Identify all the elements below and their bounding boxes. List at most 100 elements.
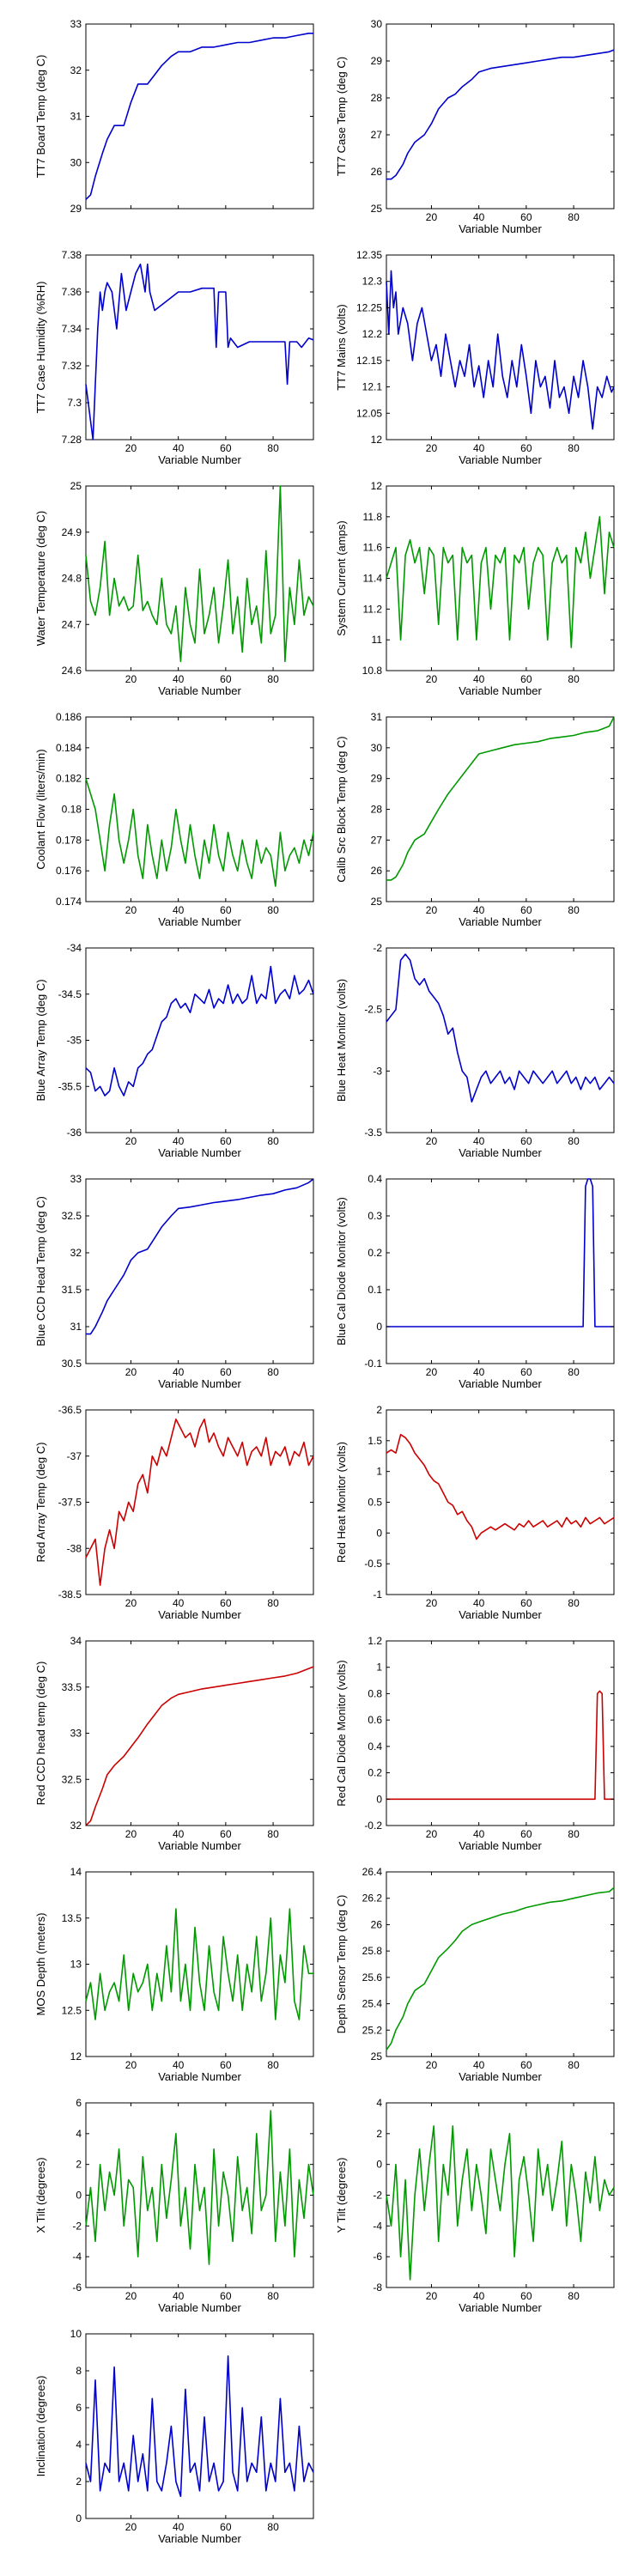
y-tick-label: -0.1	[364, 1358, 382, 1370]
chart-9: -36 -35.5 -35 -34.5 -34 20 40 60 80 Variable Numb…	[34, 942, 314, 1159]
y-tick-label: -38.5	[58, 1589, 82, 1601]
y-axis-label: Blue Cal Diode Monitor (volts)	[335, 1197, 348, 1346]
x-axis-label: Variable Number	[459, 1608, 542, 1621]
x-tick-label: 60	[520, 2290, 532, 2302]
y-tick-label: 26.4	[362, 1866, 383, 1878]
x-axis-label: Variable Number	[158, 2070, 241, 2083]
x-tick-label: 20	[426, 2290, 438, 2302]
plot-frame	[85, 1640, 314, 1826]
y-tick-label: 6	[76, 2097, 82, 2109]
plot-frame	[386, 1178, 615, 1364]
chart-8: 25 26 27 28 29 30 31 20 40 60 80 Variable Number Cal…	[335, 711, 615, 928]
x-tick-label: 20	[125, 673, 137, 685]
y-tick-label: 24.9	[62, 526, 82, 538]
y-tick-label: 31.5	[62, 1284, 82, 1296]
x-tick-label: 20	[426, 673, 438, 685]
y-tick-label: -4	[373, 2220, 382, 2232]
x-axis-label: Variable Number	[158, 1146, 241, 1159]
x-tick-label: 20	[426, 1597, 438, 1609]
x-tick-label: 60	[220, 1597, 232, 1609]
y-tick-label: 34	[70, 1635, 82, 1647]
x-tick-label: 20	[426, 1366, 438, 1378]
y-tick-label: -8	[373, 2281, 382, 2293]
series-line-1	[386, 953, 615, 1103]
x-tick-label: 20	[426, 1828, 438, 1840]
x-tick-label: 40	[473, 904, 485, 916]
chart-13: -38.5 -38 -37.5 -37 -36.5 20 40 60 80 Variable Nu…	[34, 1404, 314, 1621]
x-tick-label: 60	[220, 904, 232, 916]
y-tick-label: 12.35	[356, 249, 382, 261]
y-axis-label: Depth Sensor Temp (deg C)	[335, 1895, 348, 2034]
y-tick-label: 0	[376, 1321, 382, 1333]
y-tick-label: 25.8	[362, 1945, 383, 1957]
y-axis-label: TT7 Case Humidity (%RH)	[34, 282, 47, 414]
chart-18: 25 25.2 25.4 25.6 25.8 26 26.2 26.4 20 40 60 80 Vari…	[335, 1866, 615, 2083]
y-tick-label: 25.2	[362, 2024, 383, 2036]
y-axis-label: Red Array Temp (deg C)	[34, 1443, 47, 1563]
y-tick-label: -34	[67, 942, 82, 954]
series-line-1	[386, 515, 615, 648]
y-tick-label: 11	[372, 634, 383, 646]
chart-1: 29 30 31 32 33 TT7 Board Temp (deg C)	[34, 18, 314, 215]
x-tick-label: 60	[520, 2059, 532, 2071]
y-tick-label: 2	[76, 2476, 82, 2488]
chart-11: 30.5 31 31.5 32 32.5 33 20 40 60 80 Variable Numbe…	[34, 1173, 314, 1390]
y-tick-label: 29	[371, 55, 383, 67]
plot-frame	[85, 1871, 314, 2057]
y-tick-label: 7.34	[62, 323, 82, 335]
x-tick-label: 20	[426, 211, 438, 223]
plot-frame	[85, 716, 314, 902]
x-tick-label: 40	[173, 1828, 185, 1840]
y-axis-label: Calib Src Block Temp (deg C)	[335, 736, 348, 882]
y-tick-label: 30	[371, 742, 383, 754]
y-tick-label: 32	[70, 1820, 82, 1832]
y-tick-label: 0.18	[62, 804, 82, 816]
series-line-1	[85, 778, 314, 887]
y-tick-label: 13	[70, 1959, 82, 1971]
x-tick-label: 40	[473, 2290, 485, 2302]
y-tick-label: 30.5	[62, 1358, 82, 1370]
y-tick-label: 26	[371, 166, 383, 178]
series-line-1	[386, 1886, 615, 2050]
x-tick-label: 40	[473, 1828, 485, 1840]
x-tick-label: 80	[568, 442, 580, 454]
plot-frame	[386, 23, 615, 210]
y-tick-label: 25.6	[362, 1971, 383, 1984]
x-tick-label: 40	[473, 442, 485, 454]
chart-2: 25 26 27 28 29 30 20 40 60 80 Variable Number TT7 C…	[335, 18, 615, 235]
chart-10: -3.5 -3 -2.5 -2 20 40 60 80 Variable Number Blue …	[335, 942, 615, 1159]
y-tick-label: 7.28	[62, 434, 82, 446]
x-axis-label: Variable Number	[158, 2301, 241, 2314]
y-tick-label: 0	[376, 1527, 382, 1539]
x-tick-label: 20	[125, 904, 137, 916]
y-tick-label: 0.4	[368, 1741, 382, 1753]
chart-4: 12 12.05 12.1 12.15 12.2 12.25 12.3 12.35 20 40 60…	[335, 249, 615, 466]
y-tick-label: 8	[76, 2365, 82, 2377]
y-tick-label: -36.5	[58, 1404, 82, 1416]
y-tick-label: 10	[70, 2328, 82, 2340]
y-tick-label: 7.36	[62, 286, 82, 298]
y-tick-label: 25	[371, 896, 383, 908]
y-tick-label: 32	[70, 1247, 82, 1259]
x-tick-label: 40	[173, 2290, 185, 2302]
y-tick-label: 32.5	[62, 1210, 82, 1222]
series-line-1	[85, 32, 313, 200]
series-line-1	[85, 1908, 313, 2020]
chart-17: 12 12.5 13 13.5 14 20 40 60 80 Variable Number MOS…	[34, 1866, 314, 2083]
x-tick-label: 80	[568, 673, 580, 685]
x-tick-label: 20	[125, 2521, 137, 2533]
x-tick-label: 80	[568, 1135, 580, 1147]
y-tick-label: 0.176	[56, 865, 82, 877]
chart-12: -0.1 0 0.1 0.2 0.3 0.4 20 40 60 80 Variable Number…	[335, 1173, 615, 1390]
plot-frame	[386, 1640, 615, 1826]
y-tick-label: 0	[76, 2512, 82, 2524]
y-tick-label: 0.6	[368, 1714, 382, 1726]
x-tick-label: 80	[568, 2290, 580, 2302]
y-tick-label: 0.8	[368, 1687, 382, 1699]
y-tick-label: 26	[371, 865, 383, 877]
plot-frame	[85, 23, 314, 210]
y-tick-label: 0.174	[56, 896, 82, 908]
y-tick-label: 33	[70, 18, 82, 30]
y-tick-label: 7.32	[62, 360, 82, 372]
